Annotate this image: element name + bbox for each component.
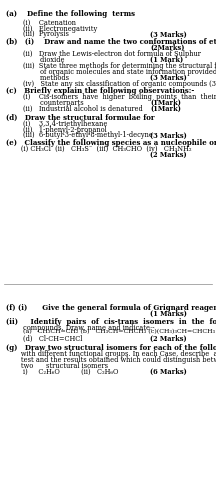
Text: (1Mark): (1Mark) <box>150 99 181 107</box>
Text: (iv)   State any six classification of organic compounds (3 Marks): (iv) State any six classification of org… <box>23 80 216 88</box>
Text: (1 Marks): (1 Marks) <box>150 310 187 318</box>
Text: (g)   Draw two structural isomers for each of the following: (g) Draw two structural isomers for each… <box>6 344 216 352</box>
Text: (d)   Draw the structural formulae for: (d) Draw the structural formulae for <box>6 114 155 122</box>
Text: counterparts: counterparts <box>23 99 84 107</box>
Text: (a)   CH₃CH=CH₂ (b)   CH₃CH=CHCH₃ (c)(CH₃)₃CH=CHCH₃: (a) CH₃CH=CH₂ (b) CH₃CH=CHCH₃ (c)(CH₃)₃C… <box>23 330 215 334</box>
Text: (e)   Classify the following species as a nucleophile or an electrophile:-: (e) Classify the following species as a … <box>6 140 216 147</box>
Text: (ii)     Identify  pairs  of  cis-trans  isomers  in  the  following: (ii) Identify pairs of cis-trans isomers… <box>6 318 216 326</box>
Text: (iii)  State three methods for determining the structural formula: (iii) State three methods for determinin… <box>23 62 216 70</box>
Text: (2 Marks): (2 Marks) <box>150 336 187 344</box>
Text: (c)   Briefly explain the following observations:-: (c) Briefly explain the following observ… <box>6 88 195 96</box>
Text: test and the results obtained which could distinguish between the: test and the results obtained which coul… <box>6 356 216 364</box>
Text: (f) (i)      Give the general formula of Grignard reagent: (f) (i) Give the general formula of Grig… <box>6 304 216 312</box>
Text: (iii)  6-butyl-3-ethyl-8-methyl-1-decyne: (iii) 6-butyl-3-ethyl-8-methyl-1-decyne <box>23 132 153 140</box>
Text: (1Mark): (1Mark) <box>150 105 181 113</box>
Text: (i)    Catenation: (i) Catenation <box>23 18 76 26</box>
Text: i)     C₂H₆O          (ii)   C₂H₆O: i) C₂H₆O (ii) C₂H₆O <box>23 368 119 376</box>
Text: (ii)   1-phenyl-2-propanol: (ii) 1-phenyl-2-propanol <box>23 126 107 134</box>
Text: compounds. Draw, name and indicate:-: compounds. Draw, name and indicate:- <box>23 324 155 332</box>
Text: methods: methods <box>23 74 69 82</box>
Text: (6 Marks): (6 Marks) <box>150 368 187 376</box>
Text: (3 Marks): (3 Marks) <box>150 30 187 38</box>
Text: (a)    Define the following  terms: (a) Define the following terms <box>6 10 135 18</box>
Text: (2Marks): (2Marks) <box>150 44 185 52</box>
Text: (i)    3,3,4-triethylhexane: (i) 3,3,4-triethylhexane <box>23 120 108 128</box>
Text: (b)   (i)    Draw and name the two conformations of ethane: (b) (i) Draw and name the two conformati… <box>6 38 216 46</box>
Text: (2 Marks): (2 Marks) <box>150 151 187 159</box>
Text: (3 Marks): (3 Marks) <box>150 74 187 82</box>
Text: dioxide: dioxide <box>23 56 65 64</box>
Text: with different functional groups. In each Case, describe  a chemical: with different functional groups. In eac… <box>6 350 216 358</box>
Text: (i) CH₃Cl  (ii)   CH₃S⁻  (iii)  CH₃CHO  (iv)   CH₃NH₂: (i) CH₃Cl (ii) CH₃S⁻ (iii) CH₃CHO (iv) C… <box>6 145 192 153</box>
Text: of organic molecules and state information provided by the: of organic molecules and state informati… <box>23 68 216 76</box>
Text: (i)    Cis-isomers  have  higher  boiling  points  than  their  tran: (i) Cis-isomers have higher boiling poin… <box>23 93 216 101</box>
Text: (1 Mark): (1 Mark) <box>150 56 183 64</box>
Text: (d)   Cl-CH=CHCl: (d) Cl-CH=CHCl <box>23 336 83 344</box>
Text: (3 Marks): (3 Marks) <box>150 132 187 140</box>
Text: (ii)   Industrial alcohol is denatured: (ii) Industrial alcohol is denatured <box>23 105 143 113</box>
Text: (ii)   Electronegativity: (ii) Electronegativity <box>23 24 98 32</box>
Text: (ii)   Draw the Lewis-electron dot formula of Sulphur: (ii) Draw the Lewis-electron dot formula… <box>23 50 201 58</box>
Text: (iii)  Pyrolysis: (iii) Pyrolysis <box>23 30 69 38</box>
Text: two      structural isomers: two structural isomers <box>6 362 108 370</box>
